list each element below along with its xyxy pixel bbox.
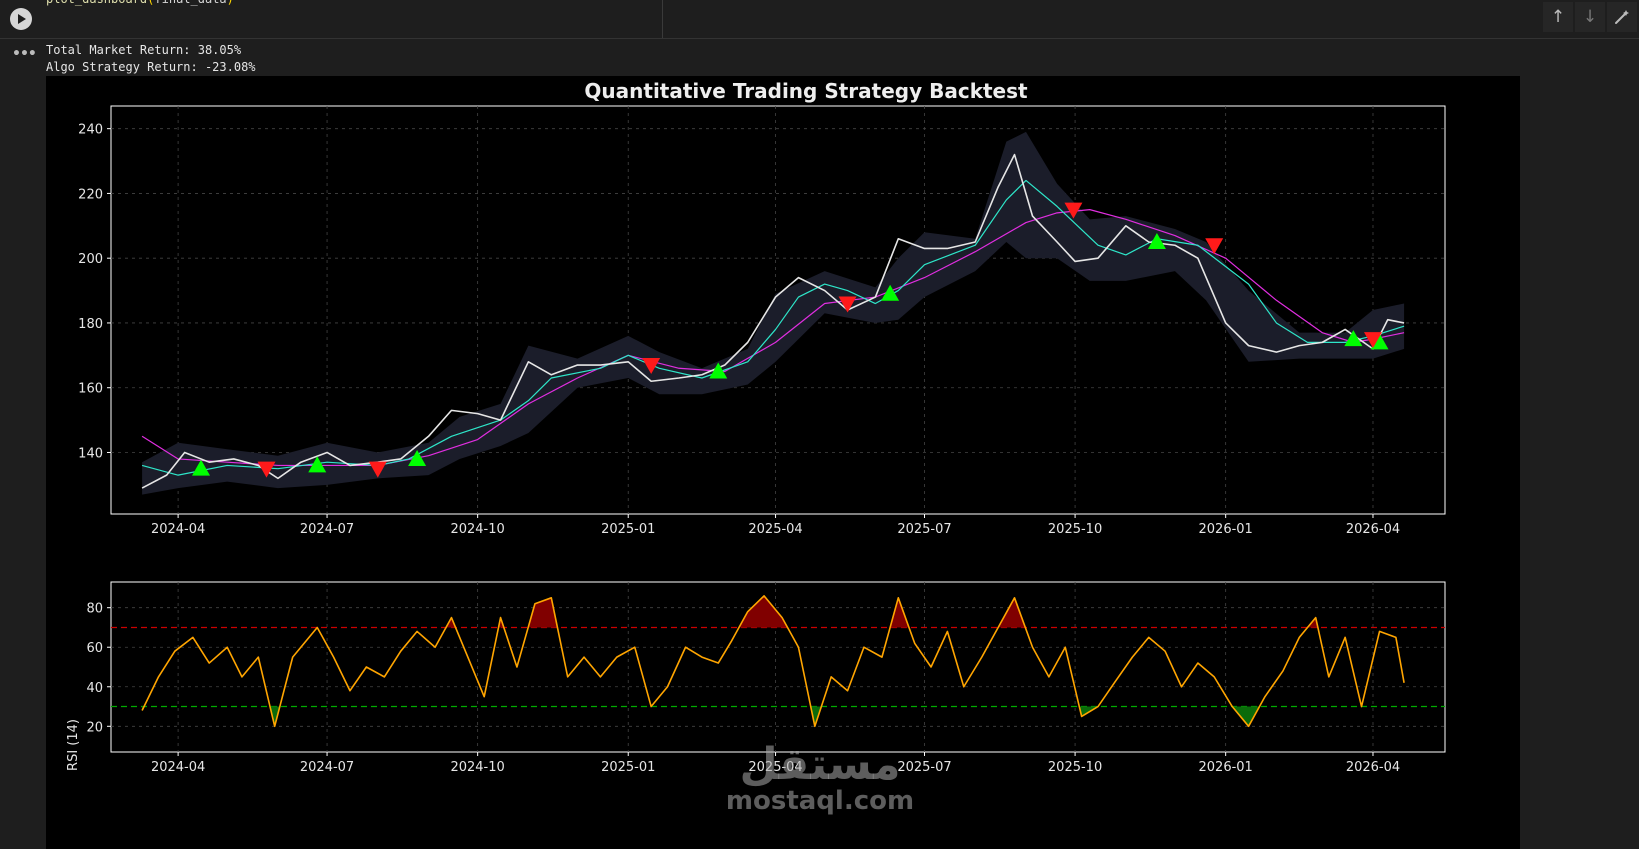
sell-signal-marker xyxy=(1205,238,1224,255)
bollinger-band-area xyxy=(142,131,1405,495)
sma50-line xyxy=(141,209,1405,467)
dashboard-figure: Quantitative Trading Strategy Backtest R… xyxy=(66,79,1446,775)
figure-output: Quantitative Trading Strategy Backtest R… xyxy=(46,76,1520,849)
watermark-logo: مستقل mostaql.com xyxy=(720,739,920,816)
rsi-xtick-label: 2025-10 xyxy=(1048,760,1102,775)
price-xtick-label: 2025-01 xyxy=(601,522,655,537)
buy-signal-marker xyxy=(709,362,728,379)
move-up-button[interactable]: ↑ xyxy=(1543,2,1573,32)
output-text: Total Market Return: 38.05% Algo Strategy… xyxy=(46,42,256,76)
market-return-line: Total Market Return: 38.05% xyxy=(46,43,242,57)
rsi-xtick-label: 2024-04 xyxy=(151,760,205,775)
price-xtick-label: 2024-10 xyxy=(450,522,504,537)
price-ytick-label: 200 xyxy=(78,252,103,267)
move-down-button[interactable]: ↓ xyxy=(1575,2,1605,32)
arrow-up-icon: ↑ xyxy=(1550,7,1566,27)
price-xtick-label: 2025-07 xyxy=(897,522,951,537)
sell-signal-marker xyxy=(1363,332,1382,349)
price-xtick-label: 2025-04 xyxy=(748,522,802,537)
sma20-line xyxy=(141,179,1405,476)
price-xtick-label: 2024-07 xyxy=(300,522,354,537)
buy-signal-marker xyxy=(1370,333,1389,350)
price-xtick-label: 2026-04 xyxy=(1346,522,1400,537)
rsi-line xyxy=(141,595,1405,728)
close-price-line xyxy=(141,153,1405,489)
rsi-xtick-label: 2024-07 xyxy=(300,760,354,775)
code-line[interactable]: plot_dashboard(final_data) xyxy=(46,0,234,6)
buy-signal-marker xyxy=(408,449,427,466)
rsi-plot-frame xyxy=(110,581,1446,753)
watermark-arabic: مستقل xyxy=(739,739,901,790)
code-cell[interactable]: plot_dashboard(final_data) ↑ ↓ xyxy=(0,0,1639,39)
magic-wand-icon xyxy=(1615,10,1629,24)
chart-title: Quantitative Trading Strategy Backtest xyxy=(584,79,1028,103)
edit-button[interactable] xyxy=(1607,2,1637,32)
rsi-ylabel: RSI (14) xyxy=(66,719,81,771)
sell-signal-marker xyxy=(642,358,661,375)
rsi-xtick-label: 2025-04 xyxy=(748,760,802,775)
buy-signal-marker xyxy=(308,456,327,473)
rsi-xtick-label: 2025-01 xyxy=(601,760,655,775)
sell-signal-marker xyxy=(1064,202,1083,219)
strategy-return-line: Algo Strategy Return: -23.08% xyxy=(46,60,256,74)
rsi-ytick-label: 20 xyxy=(86,720,103,735)
price-ytick-label: 180 xyxy=(78,317,103,332)
rsi-overbought-fill xyxy=(142,595,1405,628)
buy-signal-marker xyxy=(1147,233,1166,249)
rsi-ytick-label: 60 xyxy=(86,641,103,656)
buy-signal-marker xyxy=(192,459,211,476)
price-ytick-label: 220 xyxy=(78,187,103,202)
sell-signal-marker xyxy=(838,296,857,313)
cell-toolbar: ↑ ↓ xyxy=(1543,2,1637,32)
arrow-down-icon: ↓ xyxy=(1582,7,1598,27)
price-ytick-label: 240 xyxy=(78,123,103,138)
code-divider xyxy=(662,0,663,38)
buy-signal-marker xyxy=(1344,330,1363,347)
sell-signal-marker xyxy=(257,461,276,478)
price-ytick-label: 140 xyxy=(78,446,103,461)
play-icon xyxy=(18,14,26,24)
buy-signal-marker xyxy=(881,284,900,301)
rsi-xtick-label: 2024-10 xyxy=(450,760,504,775)
rsi-xtick-label: 2026-04 xyxy=(1346,760,1400,775)
output-menu-icon[interactable]: ••• xyxy=(12,46,37,62)
rsi-xtick-label: 2026-01 xyxy=(1199,760,1253,775)
rsi-ytick-label: 40 xyxy=(86,681,103,696)
price-xtick-label: 2025-10 xyxy=(1048,522,1102,537)
price-ytick-label: 160 xyxy=(78,382,103,397)
run-cell-button[interactable] xyxy=(10,8,32,30)
sell-signal-marker xyxy=(368,461,387,478)
price-xtick-label: 2026-01 xyxy=(1199,522,1253,537)
rsi-xtick-label: 2025-07 xyxy=(897,760,951,775)
rsi-ytick-label: 80 xyxy=(86,602,103,617)
watermark-latin: mostaql.com xyxy=(725,786,915,816)
price-xtick-label: 2024-04 xyxy=(151,522,205,537)
